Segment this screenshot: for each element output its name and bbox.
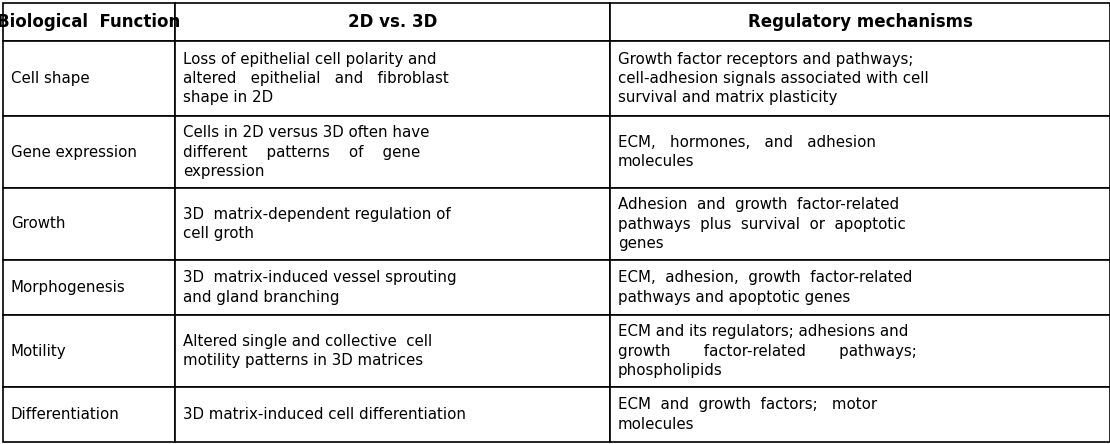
Bar (3, 3, 175, 41)
Bar (3, 41, 175, 116)
Bar (175, 116, 610, 188)
Bar (3, 387, 175, 442)
Bar (610, 188, 1110, 260)
Bar (175, 3, 610, 41)
Text: Loss of epithelial cell polarity and
altered   epithelial   and   fibroblast
sha: Loss of epithelial cell polarity and alt… (183, 52, 448, 105)
Bar (610, 41, 1110, 116)
Bar (3, 188, 175, 260)
Bar (3, 315, 175, 387)
Bar (175, 188, 610, 260)
Text: Gene expression: Gene expression (11, 144, 137, 159)
Text: Cell shape: Cell shape (11, 71, 90, 86)
Text: Growth: Growth (11, 217, 65, 231)
Text: 2D vs. 3D: 2D vs. 3D (347, 13, 437, 31)
Bar (175, 315, 610, 387)
Bar (610, 315, 1110, 387)
Bar (3, 260, 175, 315)
Bar (610, 116, 1110, 188)
Bar (610, 387, 1110, 442)
Text: 3D  matrix-dependent regulation of
cell groth: 3D matrix-dependent regulation of cell g… (183, 207, 451, 241)
Text: Altered single and collective  cell
motility patterns in 3D matrices: Altered single and collective cell motil… (183, 334, 432, 368)
Bar (175, 387, 610, 442)
Text: ECM,  adhesion,  growth  factor-related
pathways and apoptotic genes: ECM, adhesion, growth factor-related pat… (618, 270, 912, 305)
Text: ECM  and  growth  factors;   motor
molecules: ECM and growth factors; motor molecules (618, 397, 877, 432)
Text: ECM and its regulators; adhesions and
growth       factor-related       pathways: ECM and its regulators; adhesions and gr… (618, 324, 917, 378)
Text: Motility: Motility (11, 344, 67, 358)
Text: 3D matrix-induced cell differentiation: 3D matrix-induced cell differentiation (183, 407, 466, 422)
Text: Cells in 2D versus 3D often have
different    patterns    of    gene
expression: Cells in 2D versus 3D often have differe… (183, 125, 430, 178)
Bar (175, 260, 610, 315)
Text: Biological  Function: Biological Function (0, 13, 181, 31)
Text: Morphogenesis: Morphogenesis (11, 280, 125, 295)
Bar (3, 116, 175, 188)
Bar (610, 3, 1110, 41)
Text: Growth factor receptors and pathways;
cell-adhesion signals associated with cell: Growth factor receptors and pathways; ce… (618, 52, 929, 105)
Text: Differentiation: Differentiation (11, 407, 120, 422)
Bar (610, 260, 1110, 315)
Text: Adhesion  and  growth  factor-related
pathways  plus  survival  or  apoptotic
ge: Adhesion and growth factor-related pathw… (618, 197, 906, 251)
Text: Regulatory mechanisms: Regulatory mechanisms (747, 13, 972, 31)
Text: ECM,   hormones,   and   adhesion
molecules: ECM, hormones, and adhesion molecules (618, 135, 876, 169)
Text: 3D  matrix-induced vessel sprouting
and gland branching: 3D matrix-induced vessel sprouting and g… (183, 270, 456, 305)
Bar (175, 41, 610, 116)
